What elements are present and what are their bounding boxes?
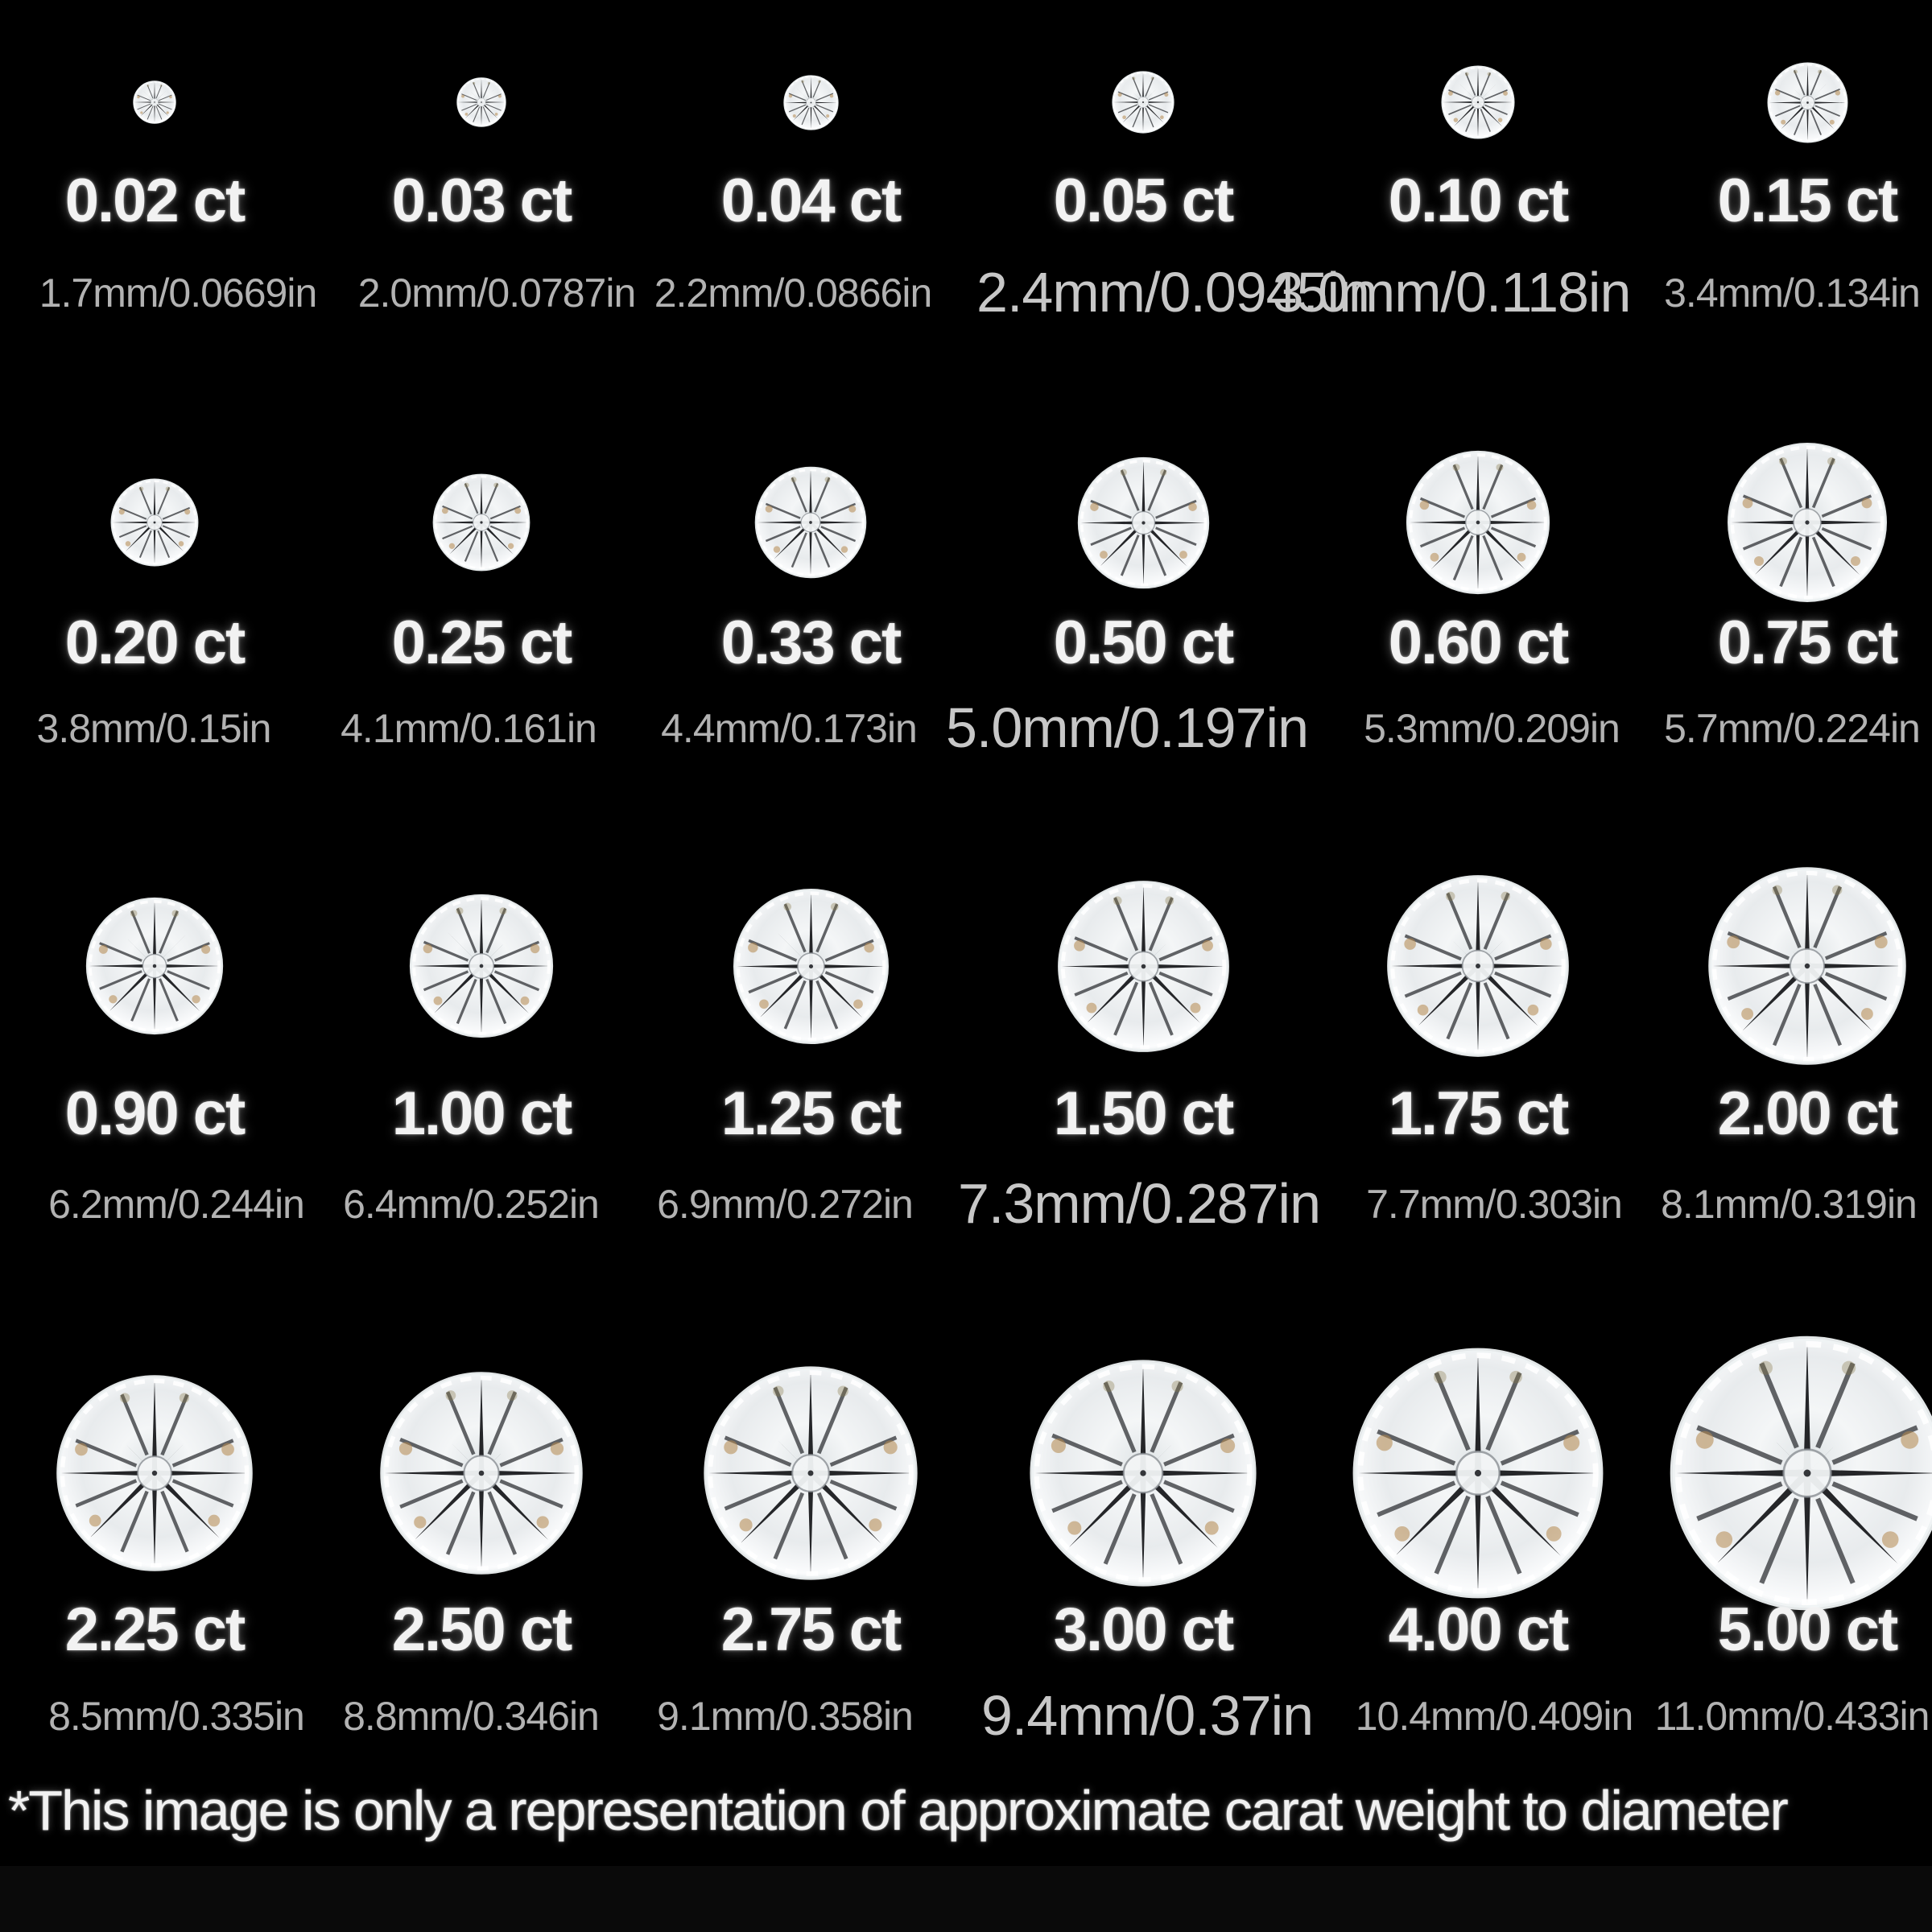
size-label: 9.1mm/0.358in — [657, 1694, 914, 1739]
carat-label: 0.15 ct — [1717, 167, 1899, 235]
diamond-icon — [1057, 880, 1230, 1053]
size-label: 10.4mm/0.409in — [1355, 1694, 1634, 1739]
size-label: 2.0mm/0.0787in — [357, 270, 637, 316]
size-label: 3.8mm/0.15in — [36, 706, 272, 751]
size-label: 9.4mm/0.37in — [980, 1684, 1314, 1747]
carat-label: 2.25 ct — [64, 1596, 246, 1664]
bottom-strip — [0, 1866, 1932, 1932]
diamond-icon — [703, 1365, 919, 1581]
diamond-icon — [1352, 1347, 1604, 1600]
carat-label: 0.05 ct — [1053, 167, 1235, 235]
size-label: 7.7mm/0.303in — [1366, 1182, 1623, 1227]
diamond-icon — [1707, 866, 1907, 1066]
diamond-icon — [1077, 456, 1210, 589]
size-label: 5.3mm/0.209in — [1364, 706, 1620, 751]
carat-label: 2.00 ct — [1717, 1080, 1899, 1148]
size-label: 8.8mm/0.346in — [343, 1694, 600, 1739]
size-label: 2.4mm/0.0945in — [976, 261, 1370, 324]
carat-label: 0.60 ct — [1388, 609, 1570, 677]
size-label: 3.4mm/0.134in — [1664, 270, 1921, 316]
size-label: 5.7mm/0.224in — [1664, 706, 1921, 751]
carat-label: 0.50 ct — [1053, 609, 1235, 677]
size-label: 3.0mm/0.118in — [1272, 261, 1632, 324]
diamond-icon — [409, 894, 554, 1038]
size-label: 8.5mm/0.335in — [48, 1694, 305, 1739]
carat-label: 0.03 ct — [391, 167, 573, 235]
diamond-icon — [1029, 1359, 1257, 1587]
size-label: 4.1mm/0.161in — [341, 706, 597, 751]
carat-label: 0.75 ct — [1717, 609, 1899, 677]
diamond-icon — [379, 1371, 584, 1575]
diamond-icon — [1669, 1335, 1932, 1612]
diamond-icon — [456, 77, 506, 127]
diamond-icon — [432, 473, 530, 572]
carat-label: 0.25 ct — [391, 609, 573, 677]
carat-label: 1.50 ct — [1053, 1080, 1235, 1148]
footnote: *This image is only a representation of … — [8, 1779, 1789, 1842]
diamond-icon — [1727, 442, 1888, 603]
carat-label: 3.00 ct — [1053, 1596, 1235, 1664]
size-label: 6.2mm/0.244in — [48, 1182, 305, 1227]
carat-label: 2.75 ct — [720, 1596, 902, 1664]
diamond-icon — [1406, 450, 1550, 595]
size-label: 2.2mm/0.0866in — [654, 270, 933, 316]
size-label: 5.0mm/0.197in — [945, 696, 1309, 759]
carat-label: 5.00 ct — [1717, 1596, 1899, 1664]
diamond-icon — [1441, 65, 1515, 139]
diamond-icon — [733, 888, 890, 1045]
carat-label: 0.90 ct — [64, 1080, 246, 1148]
carat-label: 1.25 ct — [720, 1080, 902, 1148]
carat-label: 0.10 ct — [1388, 167, 1570, 235]
diamond-icon — [1767, 62, 1848, 143]
carat-label: 4.00 ct — [1388, 1596, 1570, 1664]
size-label: 6.9mm/0.272in — [657, 1182, 914, 1227]
size-label: 8.1mm/0.319in — [1661, 1182, 1918, 1227]
size-label: 4.4mm/0.173in — [661, 706, 918, 751]
size-label: 11.0mm/0.433in — [1654, 1694, 1930, 1739]
diamond-icon — [85, 897, 224, 1035]
carat-label: 2.50 ct — [391, 1596, 573, 1664]
size-label: 7.3mm/0.287in — [957, 1172, 1321, 1235]
carat-label: 0.04 ct — [720, 167, 902, 235]
carat-label: 0.33 ct — [720, 609, 902, 677]
diamond-icon — [133, 80, 176, 124]
diamond-icon — [783, 75, 839, 130]
carat-label: 1.75 ct — [1388, 1080, 1570, 1148]
carat-label: 1.00 ct — [391, 1080, 573, 1148]
diamond-icon — [110, 478, 199, 567]
diamond-icon — [1112, 71, 1174, 134]
carat-label: 0.20 ct — [64, 609, 246, 677]
diamond-icon — [1386, 874, 1570, 1058]
size-label: 1.7mm/0.0669in — [39, 270, 318, 316]
size-label: 6.4mm/0.252in — [343, 1182, 600, 1227]
diamond-icon — [56, 1374, 254, 1572]
diamond-icon — [754, 466, 867, 579]
carat-label: 0.02 ct — [64, 167, 246, 235]
